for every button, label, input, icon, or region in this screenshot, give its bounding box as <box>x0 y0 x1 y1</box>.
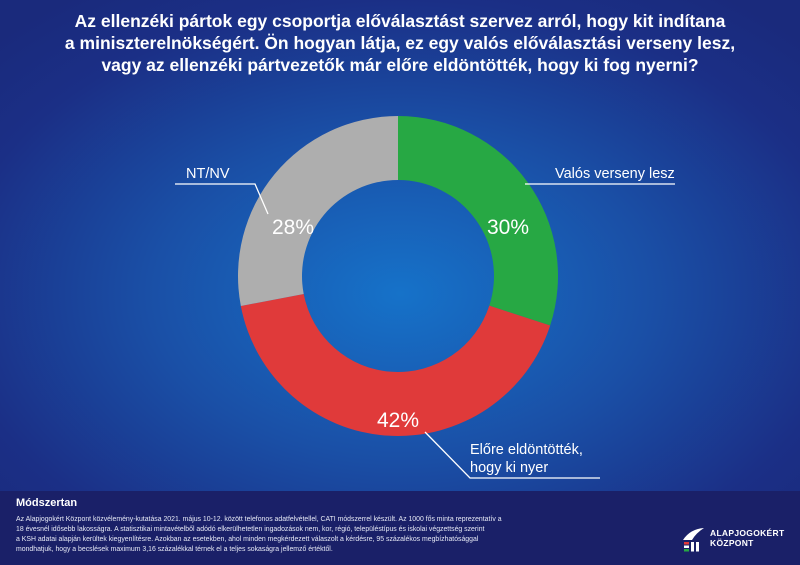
category-label-valos: Valós verseny lesz <box>555 166 675 182</box>
donut-chart: 30% 42% 28% Valós verseny lesz Előre eld… <box>175 116 675 479</box>
category-label-elore-line2: hogy ki nyer <box>470 460 548 476</box>
methodology-text: Az Alapjogokért Központ közvélemény-kuta… <box>16 515 596 555</box>
value-label-ntnv: 28% <box>272 216 314 239</box>
chart-title: Az ellenzéki pártok egy csoportja elővál… <box>40 10 760 76</box>
value-label-elore: 42% <box>377 409 419 432</box>
methodology-line-2: 18 évesnél idősebb lakosságra. A statisz… <box>16 526 485 533</box>
methodology-line-1: Az Alapjogokért Központ közvélemény-kuta… <box>16 516 502 523</box>
title-line-2: a miniszterelnökségért. Ön hogyan látja,… <box>64 33 736 53</box>
logo-text-line-2: KÖZPONT <box>710 538 754 548</box>
methodology-line-3: a KSH adatai alapján kerültek kiegyenlít… <box>16 536 479 543</box>
donut-slice-0 <box>398 116 559 326</box>
methodology-footer: Módszertan Az Alapjogokért Központ közvé… <box>0 491 800 565</box>
title-line-1: Az ellenzéki pártok egy csoportja elővál… <box>74 11 726 31</box>
donut-slice-1 <box>240 293 551 437</box>
logo-mark-icon <box>683 528 704 552</box>
logo-text: ALAPJOGOKÉRT KÖZPONT <box>710 528 784 548</box>
donut-slices <box>238 116 559 437</box>
category-label-ntnv: NT/NV <box>186 166 230 182</box>
value-label-valos: 30% <box>487 216 529 239</box>
leader-lines <box>175 183 675 479</box>
leader-line-ntnv <box>175 183 269 215</box>
methodology-line-4: mondhatjuk, hogy a becslések maximum 3,1… <box>16 546 333 553</box>
methodology-title: Módszertan <box>16 497 78 509</box>
leader-line-elore <box>424 431 600 479</box>
donut-slice-2 <box>238 116 398 306</box>
category-label-elore-line1: Előre eldöntötték, <box>470 442 583 458</box>
title-line-3: vagy az ellenzéki pártvezetők már előre … <box>101 55 699 75</box>
logo-text-line-1: ALAPJOGOKÉRT <box>710 528 785 538</box>
alapjogokert-kozpont-logo: ALAPJOGOKÉRT KÖZPONT <box>680 521 790 555</box>
